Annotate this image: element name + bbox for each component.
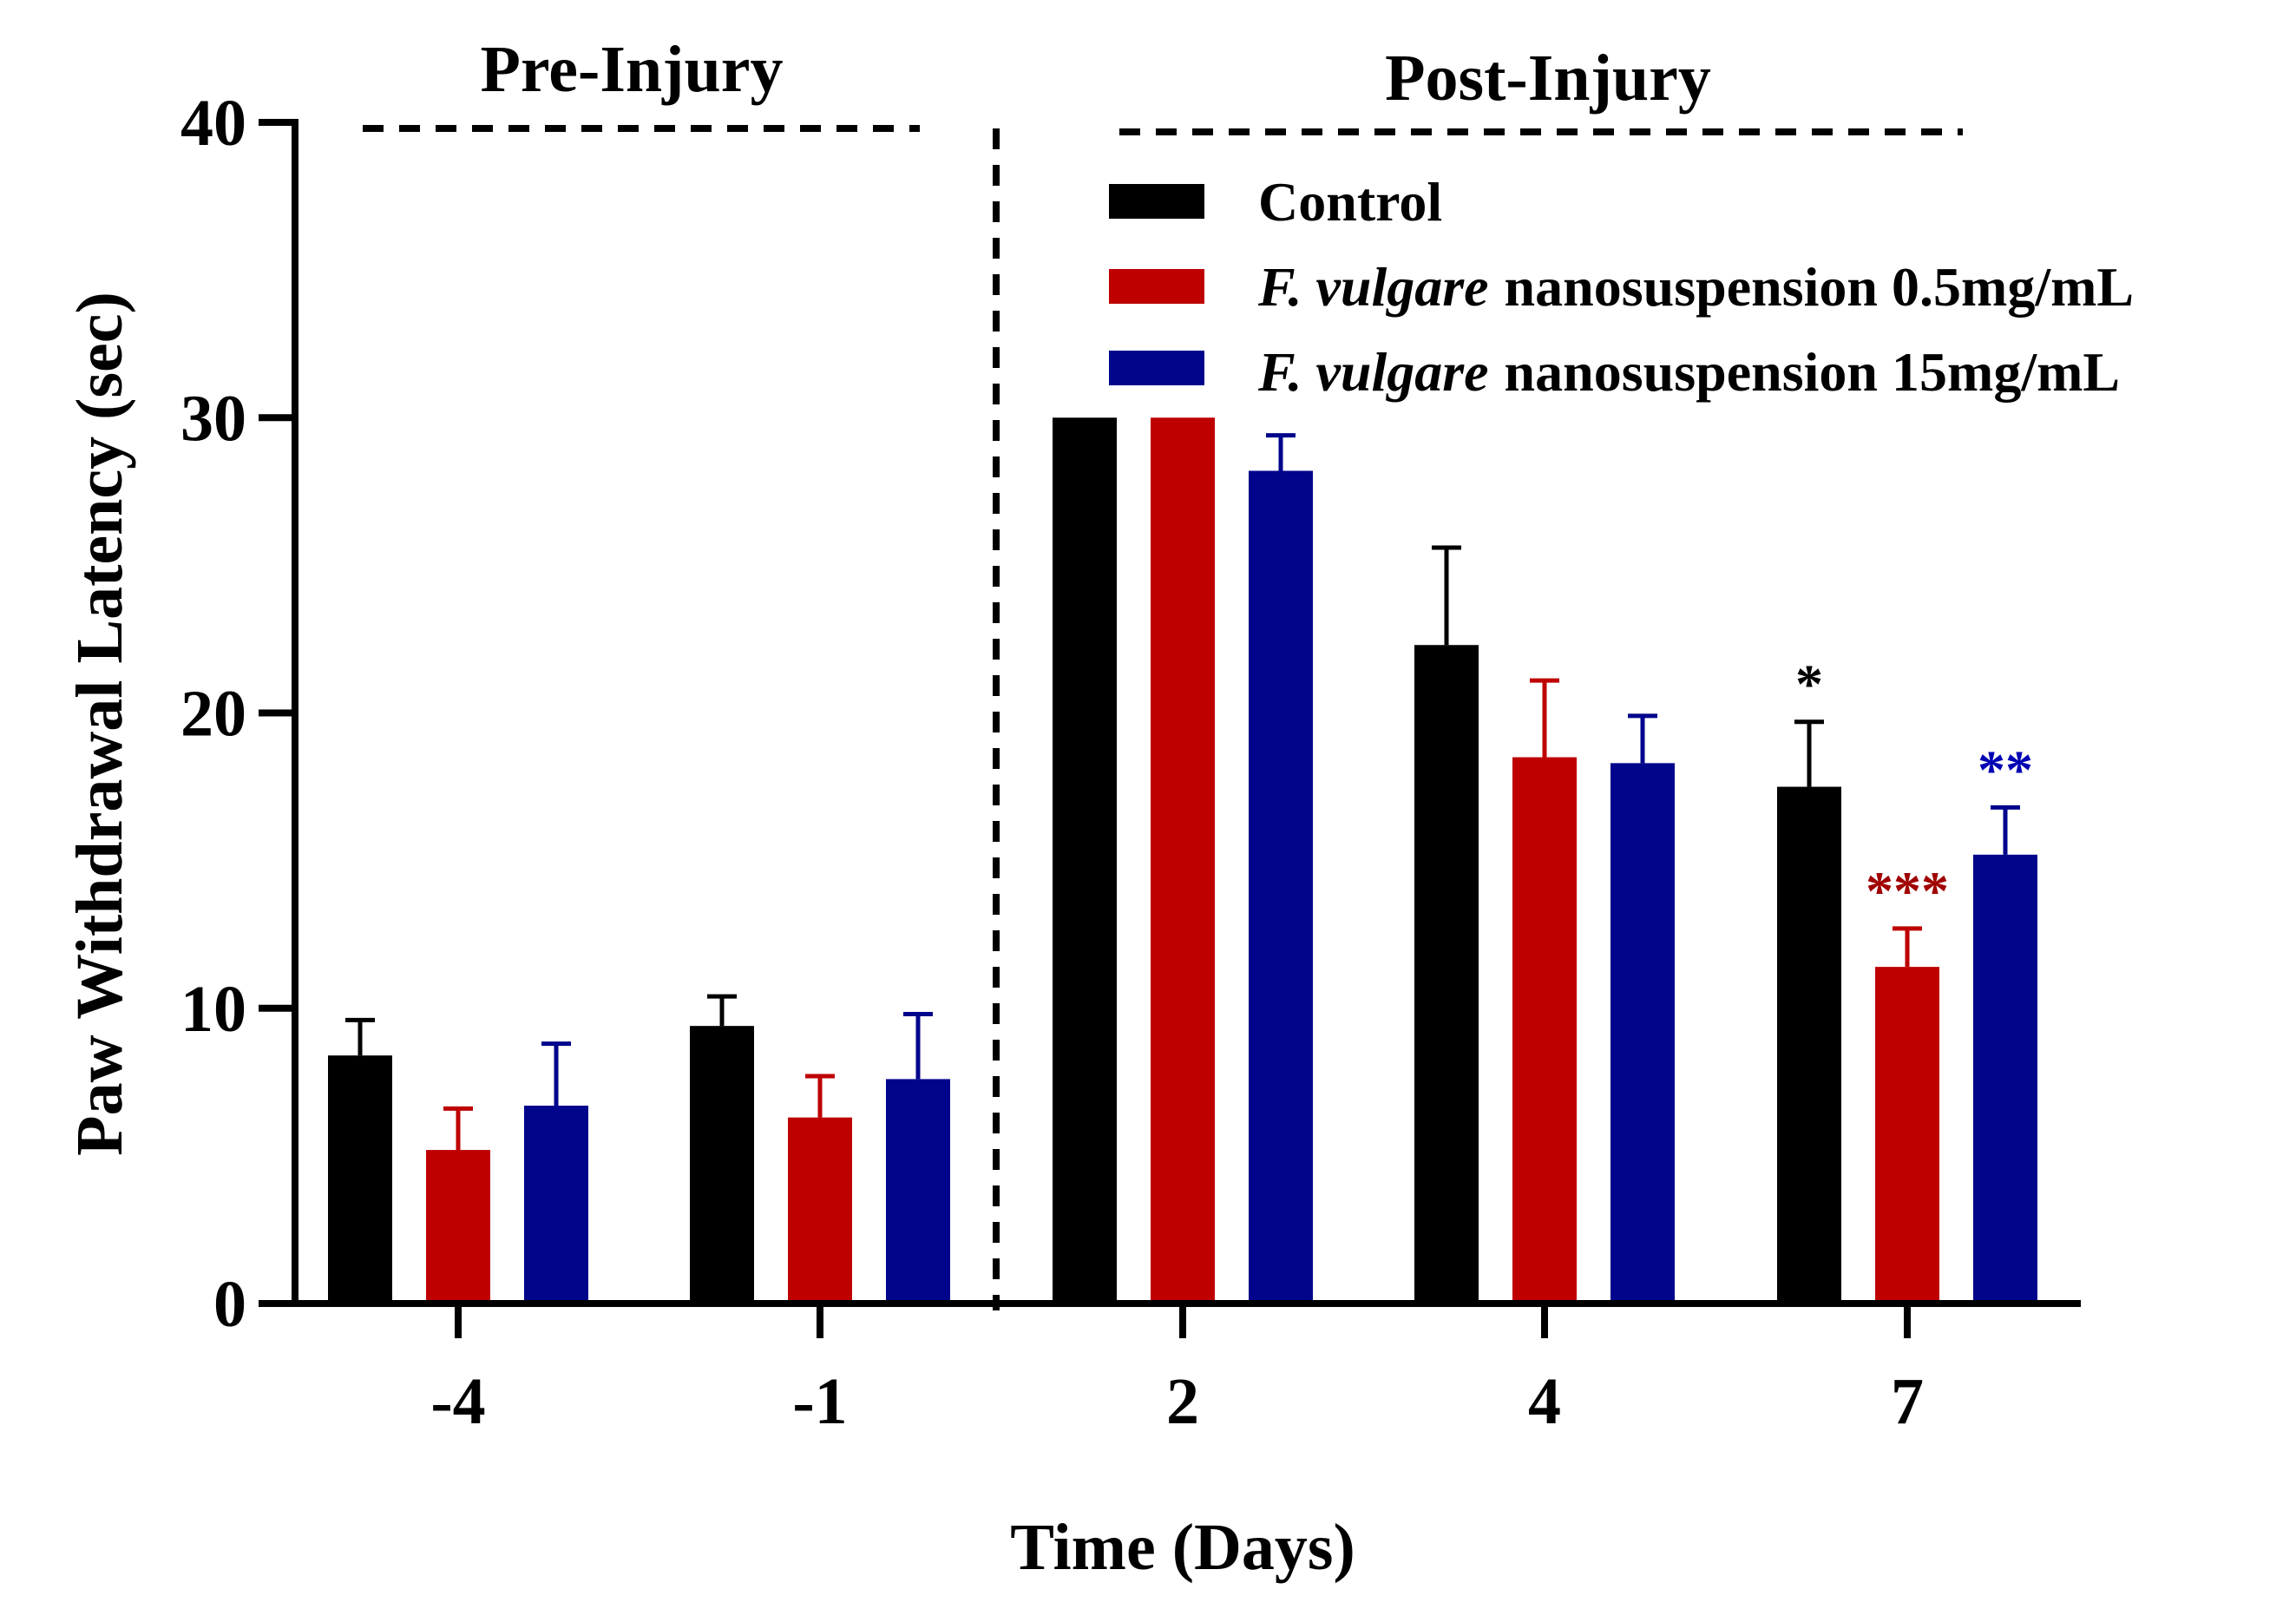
bar-s1--4 xyxy=(426,1150,490,1304)
x-tick-label-4: 4 xyxy=(1528,1365,1561,1438)
bar-s1-2 xyxy=(1151,417,1215,1304)
significance-mark-s0-7: * xyxy=(1795,653,1823,715)
legend-swatch-control xyxy=(1109,184,1204,219)
x-tick-label--1: -1 xyxy=(792,1365,847,1438)
legend-label-low-dose-species: F. vulgare xyxy=(1257,256,1489,318)
legend-swatch-low-dose xyxy=(1109,269,1204,304)
y-tick-label-10: 10 xyxy=(180,973,246,1046)
pre-injury-label: Pre-Injury xyxy=(481,33,784,106)
bar-s2--1 xyxy=(886,1079,950,1304)
y-tick-label-40: 40 xyxy=(180,87,246,160)
legend-swatch-high-dose xyxy=(1109,351,1204,385)
legend: Control F. vulgare nanosuspension 0.5mg/m… xyxy=(1109,171,2134,403)
bar-s0--4 xyxy=(328,1055,392,1304)
bar-s0-4 xyxy=(1414,645,1479,1304)
bar-s0-7 xyxy=(1777,786,1841,1304)
significance-mark-s2-7: ** xyxy=(1978,739,2033,800)
bar-s2-4 xyxy=(1610,763,1675,1304)
bar-s1--1 xyxy=(788,1117,852,1304)
y-tick-label-30: 30 xyxy=(180,382,246,455)
bar-s2--4 xyxy=(524,1106,588,1304)
x-tick-label-2: 2 xyxy=(1166,1365,1199,1438)
x-axis-title: Time (Days) xyxy=(1010,1511,1355,1584)
legend-label-control: Control xyxy=(1258,171,1442,233)
legend-label-low-dose-text: nanosuspension 0.5mg/mL xyxy=(1505,256,2135,318)
legend-label-high-dose-text: nanosuspension 15mg/mL xyxy=(1505,341,2121,403)
bar-s0--1 xyxy=(690,1026,754,1304)
legend-label-high-dose: F. vulgare nanosuspension 15mg/mL xyxy=(1257,341,2120,403)
bar-s1-4 xyxy=(1512,757,1577,1304)
legend-label-low-dose: F. vulgare nanosuspension 0.5mg/mL xyxy=(1257,256,2134,318)
legend-label-high-dose-species: F. vulgare xyxy=(1257,341,1489,403)
bar-s1-7 xyxy=(1875,967,1939,1304)
x-tick-label--4: -4 xyxy=(430,1365,485,1438)
bar-s2-2 xyxy=(1249,470,1313,1304)
y-tick-label-20: 20 xyxy=(180,678,246,751)
post-injury-label: Post-Injury xyxy=(1385,42,1711,115)
y-tick-label-0: 0 xyxy=(213,1268,246,1341)
bar-s0-2 xyxy=(1053,417,1117,1304)
significance-mark-s1-7: *** xyxy=(1866,860,1949,922)
x-tick-label-7: 7 xyxy=(1891,1365,1924,1438)
y-axis-title: Paw Withdrawal Latency (sec) xyxy=(63,292,136,1156)
bar-s2-7 xyxy=(1973,854,2037,1304)
